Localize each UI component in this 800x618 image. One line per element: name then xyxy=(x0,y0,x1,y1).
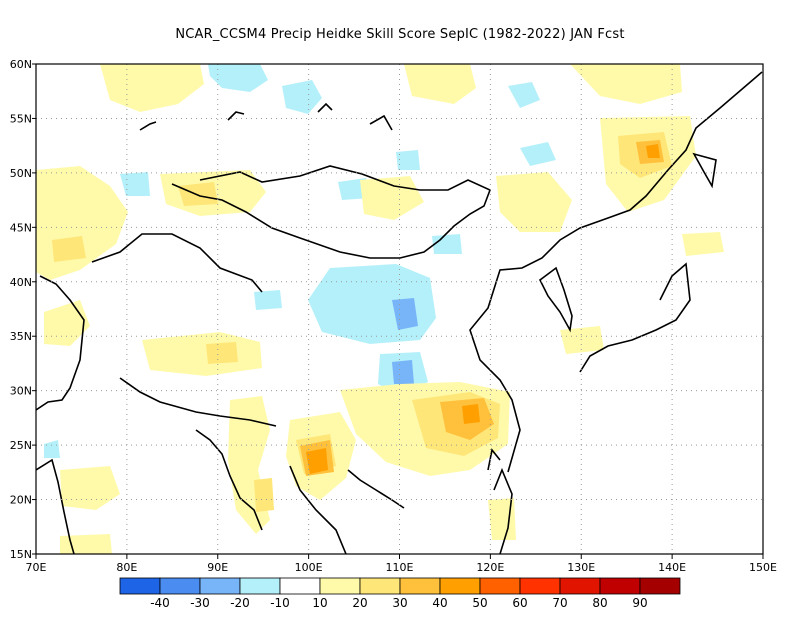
very-high-positive-skill-patches xyxy=(306,144,660,474)
colorbar-label: -30 xyxy=(190,596,210,610)
lat-tick-label: 35N xyxy=(10,330,32,343)
lat-tick-label: 40N xyxy=(10,276,32,289)
lon-tick-label: 140E xyxy=(658,561,686,574)
lon-tick-label: 130E xyxy=(567,561,595,574)
skill-score-fill-layer xyxy=(36,64,724,554)
colorbar-swatch xyxy=(319,577,361,595)
colorbar-label: 80 xyxy=(592,596,607,610)
strong-negative-skill-patches xyxy=(392,298,418,384)
colorbar-label: 10 xyxy=(312,596,327,610)
colorbar-label: 20 xyxy=(352,596,367,610)
colorbar-label: 30 xyxy=(392,596,407,610)
map-title: NCAR_CCSM4 Precip Heidke Skill Score Sep… xyxy=(175,27,625,42)
lat-tick-label: 50N xyxy=(10,167,32,180)
colorbar-label: -20 xyxy=(230,596,250,610)
lon-tick-label: 150E xyxy=(749,561,777,574)
lat-tick-label: 15N xyxy=(10,548,32,561)
colorbar-label: 50 xyxy=(472,596,487,610)
colorbar-swatch xyxy=(399,577,441,595)
lon-tick-label: 110E xyxy=(386,561,414,574)
colorbar-swatch xyxy=(279,577,321,595)
lon-tick-label: 100E xyxy=(295,561,323,574)
latitude-labels: 60N 55N 50N 45N 40N 35N 30N 25N 20N 15N xyxy=(10,58,36,561)
colorbar: -40 -30 -20 -10 10 20 30 40 50 60 70 80 90 xyxy=(119,577,681,610)
lon-tick-label: 120E xyxy=(476,561,504,574)
lat-tick-label: 55N xyxy=(10,112,32,125)
colorbar-swatch xyxy=(119,577,161,595)
lon-tick-label: 90E xyxy=(207,561,228,574)
colorbar-swatch xyxy=(439,577,481,595)
colorbar-label: 90 xyxy=(632,596,647,610)
colorbar-swatch xyxy=(559,577,601,595)
lat-tick-label: 25N xyxy=(10,439,32,452)
colorbar-label: 70 xyxy=(552,596,567,610)
colorbar-label: 40 xyxy=(432,596,447,610)
coastlines-and-borders xyxy=(36,71,763,554)
lon-tick-label: 70E xyxy=(26,561,47,574)
longitude-labels: 70E 80E 90E 100E 110E 120E 130E 140E 150E xyxy=(26,554,777,574)
colorbar-swatch xyxy=(239,577,281,595)
colorbar-swatch xyxy=(359,577,401,595)
colorbar-swatch xyxy=(519,577,561,595)
lon-tick-label: 80E xyxy=(116,561,137,574)
colorbar-swatch xyxy=(159,577,201,595)
colorbar-label: -40 xyxy=(150,596,170,610)
colorbar-swatch xyxy=(599,577,641,595)
colorbar-swatch xyxy=(479,577,521,595)
colorbar-swatch xyxy=(639,577,681,595)
lat-tick-label: 20N xyxy=(10,494,32,507)
colorbar-label: 60 xyxy=(512,596,527,610)
colorbar-label: -10 xyxy=(270,596,290,610)
lat-tick-label: 30N xyxy=(10,385,32,398)
graticule xyxy=(36,64,763,554)
lat-tick-label: 45N xyxy=(10,221,32,234)
colorbar-swatch xyxy=(199,577,241,595)
lat-tick-label: 60N xyxy=(10,58,32,71)
